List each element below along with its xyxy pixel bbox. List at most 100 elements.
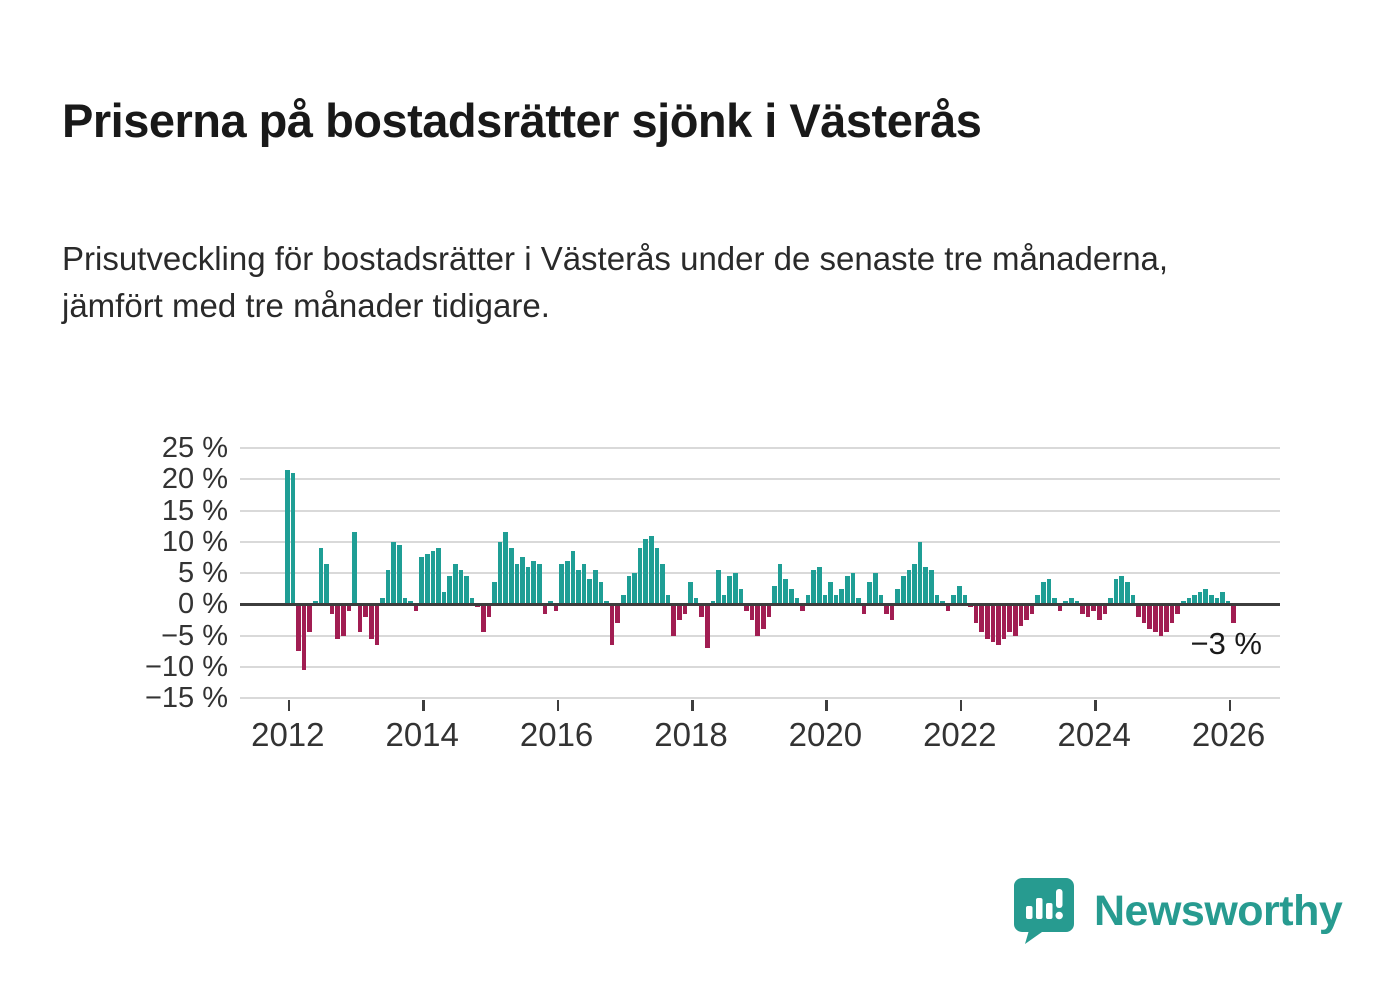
bar	[486, 604, 492, 617]
bar	[1108, 598, 1113, 605]
bar	[1192, 594, 1197, 605]
bar	[721, 594, 727, 605]
bar	[990, 604, 996, 642]
bar	[766, 604, 772, 617]
bar	[1080, 604, 1085, 614]
bar	[777, 563, 783, 605]
bar	[1125, 582, 1130, 605]
bar	[447, 576, 452, 605]
x-axis-tick	[287, 700, 291, 711]
bar	[906, 569, 912, 605]
bar	[1186, 598, 1192, 605]
bar	[397, 544, 402, 605]
bar	[1153, 604, 1158, 633]
bar	[940, 601, 945, 605]
bar	[833, 594, 839, 605]
bar	[1102, 604, 1108, 614]
bar	[346, 604, 352, 611]
gridline	[240, 478, 1280, 481]
bar	[794, 598, 800, 605]
bar	[1063, 601, 1068, 605]
bar	[598, 582, 604, 605]
y-axis-label: −15 %	[144, 682, 228, 714]
bar	[772, 585, 777, 605]
bar	[805, 594, 811, 605]
bar	[1181, 601, 1186, 605]
bar	[1158, 604, 1164, 636]
bar	[419, 557, 424, 605]
bar	[1175, 604, 1180, 614]
logo-bar-2	[1036, 898, 1043, 919]
bar	[677, 604, 682, 620]
x-axis-tick	[959, 700, 963, 711]
bar	[839, 588, 844, 605]
page-title: Priserna på bostadsrätter sjönk i Väster…	[62, 94, 982, 148]
bar	[800, 604, 805, 611]
bar	[587, 579, 592, 605]
bar	[917, 541, 923, 605]
gridline	[240, 665, 1280, 668]
bar	[391, 541, 396, 605]
gridline	[240, 447, 1280, 449]
bar	[811, 569, 816, 605]
bar	[548, 601, 553, 605]
bar	[789, 588, 794, 605]
bar	[509, 548, 514, 605]
bar	[688, 582, 693, 605]
bar	[441, 591, 447, 605]
bar	[369, 604, 374, 639]
bar	[497, 541, 503, 605]
y-axis-label: −10 %	[144, 650, 228, 683]
bar	[1007, 604, 1012, 633]
bar	[973, 604, 979, 623]
bar	[363, 604, 368, 617]
bar	[1029, 604, 1035, 614]
bar	[828, 582, 833, 605]
bar	[1013, 604, 1018, 636]
x-axis-label: 2020	[788, 716, 863, 753]
x-axis-tick	[422, 700, 425, 711]
bar	[1041, 582, 1046, 605]
bar	[436, 548, 441, 605]
bar	[1164, 604, 1169, 633]
bar	[755, 604, 760, 636]
x-axis-tick	[556, 700, 560, 711]
bar	[1214, 598, 1220, 605]
bar	[329, 604, 335, 614]
bar	[822, 594, 828, 605]
bar	[626, 576, 632, 605]
bar	[1052, 598, 1057, 605]
bar	[873, 573, 878, 605]
y-axis-label: 0 %	[178, 588, 228, 621]
y-axis-label: 10 %	[161, 525, 228, 558]
y-axis-label: 20 %	[161, 463, 228, 496]
bar	[430, 551, 436, 605]
bar	[565, 560, 570, 605]
bar	[934, 594, 940, 605]
bar	[705, 604, 710, 648]
bar	[1074, 601, 1080, 605]
bar	[621, 594, 626, 605]
bar	[861, 604, 867, 614]
bar	[1057, 604, 1063, 611]
bar	[951, 594, 956, 605]
bar	[1024, 604, 1029, 620]
x-axis-tick	[691, 700, 694, 711]
bar	[637, 548, 643, 605]
bar	[1119, 576, 1124, 605]
bar	[1018, 604, 1024, 627]
bar	[318, 548, 324, 605]
bar	[761, 604, 766, 630]
bar	[901, 576, 906, 605]
bar	[1001, 604, 1007, 639]
bar	[895, 588, 900, 605]
x-axis-tick	[825, 700, 828, 711]
chart-subtitle: Prisutveckling för bostadsrätter i Väste…	[62, 240, 1169, 325]
bar	[749, 604, 755, 620]
x-axis-label: 2018	[654, 716, 728, 753]
gridline	[240, 572, 1280, 574]
bar	[1035, 594, 1040, 605]
bar	[413, 604, 419, 611]
bar	[475, 604, 480, 608]
